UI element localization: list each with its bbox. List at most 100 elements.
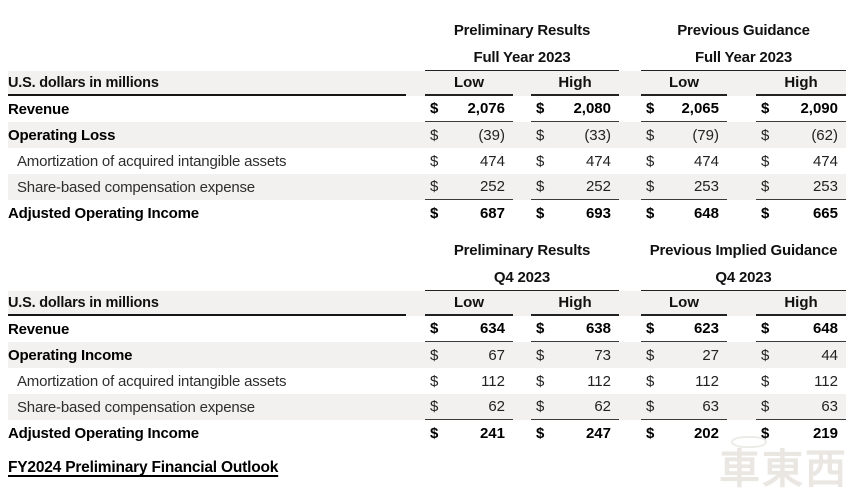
- table-spacer: [8, 226, 846, 236]
- table-row: Operating Income $67 $73 $27 $44: [8, 342, 846, 368]
- currency-symbol: $: [646, 372, 655, 390]
- value-cell: $73: [531, 342, 619, 368]
- cell-value: 112: [587, 372, 611, 390]
- table-row: Share-based compensation expense $62 $62…: [8, 394, 846, 420]
- row-label: Amortization of acquired intangible asse…: [17, 372, 287, 390]
- currency-symbol: $: [536, 346, 545, 364]
- group-title-row: Preliminary Results Previous Implied Gui…: [8, 236, 846, 264]
- currency-symbol: $: [761, 126, 770, 144]
- cell-value: 474: [693, 152, 719, 170]
- cell-value: 112: [814, 372, 838, 390]
- currency-symbol: $: [430, 100, 439, 117]
- value-cell: $2,090: [756, 96, 846, 122]
- currency-symbol: $: [536, 424, 545, 442]
- watermark-text: 車東西: [719, 445, 848, 492]
- currency-symbol: $: [646, 320, 655, 337]
- value-cell: $474: [531, 148, 619, 174]
- cell-value: 112: [695, 372, 719, 390]
- table-row: Operating Loss $ (39) $ (33) $ (79) $ (62): [8, 122, 846, 148]
- currency-symbol: $: [430, 346, 439, 364]
- currency-symbol: $: [761, 100, 770, 117]
- cell-value: 62: [488, 398, 505, 415]
- cell-value: 665: [812, 204, 838, 222]
- row-label: Adjusted Operating Income: [8, 424, 199, 442]
- value-cell: $2,076: [425, 96, 513, 122]
- value-cell: $63: [756, 394, 846, 420]
- value-cell: $112: [756, 368, 846, 394]
- currency-symbol: $: [430, 424, 439, 442]
- value-cell: $2,080: [531, 96, 619, 122]
- cell-value: (79): [692, 126, 719, 144]
- cell-value: 62: [594, 398, 611, 415]
- value-cell: $474: [425, 148, 513, 174]
- cell-value: 247: [585, 424, 611, 442]
- group-header-preliminary: Preliminary Results: [453, 21, 591, 39]
- currency-symbol: $: [761, 398, 770, 415]
- cell-value: 474: [585, 152, 611, 170]
- value-cell: $241: [425, 420, 513, 446]
- cell-value: 687: [479, 204, 505, 222]
- period-row: Q4 2023 Q4 2023: [8, 264, 846, 291]
- value-cell: $474: [641, 148, 727, 174]
- q4-2023-table: Preliminary Results Previous Implied Gui…: [8, 236, 846, 446]
- value-cell: $247: [531, 420, 619, 446]
- value-cell: $112: [641, 368, 727, 394]
- col-header-high: High: [756, 291, 846, 316]
- col-header-high: High: [531, 291, 619, 316]
- currency-symbol: $: [761, 178, 770, 195]
- table-row: Adjusted Operating Income $241 $247 $202…: [8, 420, 846, 446]
- cell-value: 44: [821, 346, 838, 364]
- currency-symbol: $: [430, 204, 439, 222]
- currency-symbol: $: [430, 126, 439, 144]
- period-label: Full Year 2023: [425, 44, 619, 71]
- cell-value: (62): [811, 126, 838, 144]
- group-header-previous: Previous Guidance: [677, 21, 810, 39]
- currency-symbol: $: [536, 372, 545, 390]
- cell-value: 63: [821, 398, 838, 415]
- currency-symbol: $: [536, 398, 545, 415]
- table-row: Share-based compensation expense $252 $2…: [8, 174, 846, 200]
- cell-value: 2,076: [467, 100, 505, 117]
- cell-value: 474: [479, 152, 505, 170]
- period-label: Full Year 2023: [641, 44, 846, 71]
- cell-value: 693: [585, 204, 611, 222]
- cell-value: 73: [594, 346, 611, 364]
- row-label: Share-based compensation expense: [17, 398, 255, 416]
- value-cell: $67: [425, 342, 513, 368]
- currency-symbol: $: [430, 178, 439, 195]
- currency-symbol: $: [646, 126, 655, 144]
- row-label: Share-based compensation expense: [17, 178, 255, 196]
- watermark: 車東西: [719, 435, 848, 492]
- footer: FY2024 Preliminary Financial Outlook: [8, 459, 846, 477]
- car-doodle-icon: [731, 435, 767, 448]
- value-cell: $693: [531, 200, 619, 226]
- cell-value: 252: [585, 178, 611, 195]
- row-label: Adjusted Operating Income: [8, 204, 199, 222]
- cell-value: 634: [479, 320, 505, 337]
- currency-symbol: $: [761, 424, 770, 442]
- cell-value: 2,065: [681, 100, 719, 117]
- currency-symbol: $: [430, 152, 439, 170]
- full-year-2023-table: Preliminary Results Previous Guidance Fu…: [8, 16, 846, 226]
- value-cell: $648: [641, 200, 727, 226]
- currency-symbol: $: [536, 178, 545, 195]
- cell-value: (33): [584, 126, 611, 144]
- cell-value: 638: [585, 320, 611, 337]
- row-label: Revenue: [8, 100, 70, 118]
- value-cell: $112: [531, 368, 619, 394]
- fy2024-outlook-link[interactable]: FY2024 Preliminary Financial Outlook: [8, 459, 279, 476]
- value-cell: $638: [531, 316, 619, 342]
- currency-symbol: $: [646, 178, 655, 195]
- value-cell: $ (33): [531, 122, 619, 148]
- cell-value: 63: [702, 398, 719, 415]
- col-header-high: High: [531, 71, 619, 96]
- cell-value: 623: [693, 320, 719, 337]
- cell-value: 27: [702, 346, 719, 364]
- unit-label: U.S. dollars in millions: [8, 71, 406, 96]
- row-label: Operating Loss: [8, 126, 116, 144]
- value-cell: $ (39): [425, 122, 513, 148]
- currency-symbol: $: [536, 320, 545, 337]
- cell-value: 2,080: [573, 100, 611, 117]
- value-cell: $63: [641, 394, 727, 420]
- currency-symbol: $: [536, 204, 545, 222]
